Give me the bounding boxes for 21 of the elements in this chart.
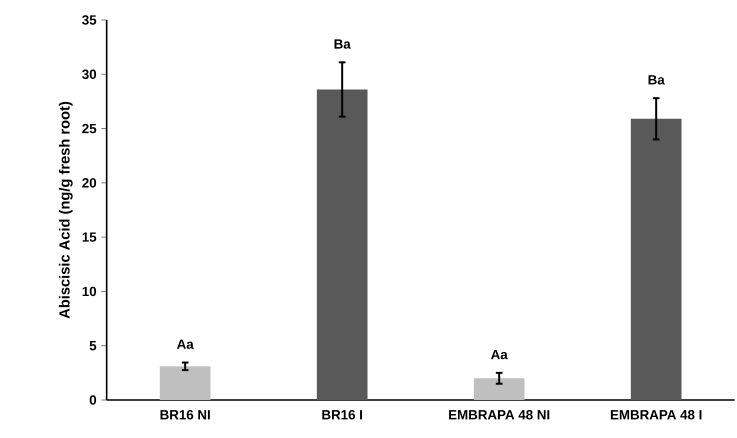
annotation: Ba bbox=[648, 75, 665, 85]
y-axis-title: Abiscisic Acid (ng/g fresh root) bbox=[58, 102, 73, 318]
bar bbox=[160, 366, 210, 400]
bar bbox=[630, 118, 682, 400]
x-tick-label: EMBRAPA 48 NI bbox=[449, 410, 550, 420]
bar bbox=[474, 378, 525, 400]
y-tick-label: 10 bbox=[82, 286, 96, 296]
x-tick-label: EMBRAPA 48 I bbox=[610, 410, 702, 420]
y-tick-label: 35 bbox=[82, 15, 96, 25]
annotation: Aa bbox=[490, 350, 508, 360]
annotation: Aa bbox=[176, 340, 194, 349]
y-tick-label: 0 bbox=[90, 395, 96, 405]
y-tick-label: 5 bbox=[90, 341, 96, 350]
x-tick-label: BR16 I bbox=[322, 410, 362, 420]
annotation: Ba bbox=[334, 39, 351, 49]
x-tick-label: BR16 NI bbox=[160, 410, 210, 420]
bar bbox=[316, 89, 368, 400]
y-tick-label: 15 bbox=[82, 232, 96, 242]
y-tick-label: 25 bbox=[82, 124, 96, 134]
y-tick-label: 30 bbox=[82, 70, 96, 80]
y-tick-label: 20 bbox=[82, 178, 96, 188]
